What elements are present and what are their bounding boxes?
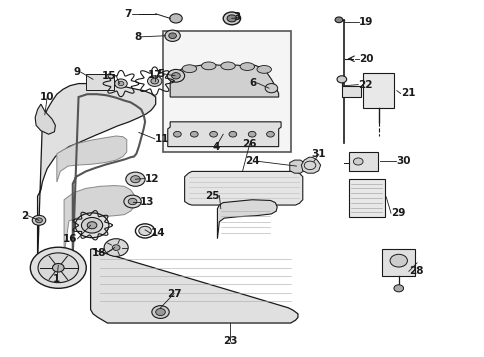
Text: 29: 29 <box>390 208 405 218</box>
Polygon shape <box>91 248 297 323</box>
Bar <box>86 74 114 90</box>
Polygon shape <box>37 84 155 265</box>
Circle shape <box>151 78 158 84</box>
Polygon shape <box>217 200 277 239</box>
Bar <box>363 73 393 108</box>
Circle shape <box>52 263 64 272</box>
Text: 31: 31 <box>311 150 325 160</box>
Circle shape <box>169 14 182 23</box>
Circle shape <box>168 33 176 39</box>
Ellipse shape <box>182 65 197 72</box>
Circle shape <box>265 84 277 93</box>
Text: 16: 16 <box>63 234 77 244</box>
Polygon shape <box>35 104 55 134</box>
Text: 18: 18 <box>92 248 106 258</box>
Circle shape <box>118 81 123 86</box>
Circle shape <box>336 76 346 83</box>
Text: 12: 12 <box>145 174 159 183</box>
Polygon shape <box>64 186 134 255</box>
Circle shape <box>115 79 127 88</box>
Circle shape <box>112 245 120 250</box>
Text: 23: 23 <box>223 336 237 346</box>
Circle shape <box>30 247 86 288</box>
Text: 19: 19 <box>359 17 373 27</box>
Ellipse shape <box>240 63 254 70</box>
Polygon shape <box>57 136 126 182</box>
Bar <box>348 152 378 171</box>
Text: 1: 1 <box>53 275 60 285</box>
Text: 14: 14 <box>151 228 165 238</box>
Text: 13: 13 <box>140 196 154 206</box>
Ellipse shape <box>201 62 215 70</box>
Circle shape <box>248 131 256 137</box>
Circle shape <box>32 215 45 225</box>
Text: 10: 10 <box>40 92 54 102</box>
Circle shape <box>87 222 97 229</box>
Polygon shape <box>170 65 278 97</box>
Text: 3: 3 <box>232 12 240 22</box>
Circle shape <box>223 12 240 25</box>
Circle shape <box>227 15 236 22</box>
Circle shape <box>389 254 407 267</box>
Bar <box>163 31 290 152</box>
Text: 22: 22 <box>358 80 372 90</box>
Text: 7: 7 <box>124 9 131 19</box>
Polygon shape <box>167 122 281 147</box>
Text: 15: 15 <box>102 71 116 81</box>
Circle shape <box>155 308 165 316</box>
Text: 20: 20 <box>359 54 373 64</box>
Circle shape <box>75 213 109 238</box>
Circle shape <box>190 131 198 137</box>
Circle shape <box>138 226 151 236</box>
Circle shape <box>266 131 274 137</box>
Circle shape <box>35 218 42 223</box>
Text: 5: 5 <box>157 69 164 79</box>
Bar <box>348 178 384 217</box>
Circle shape <box>165 30 180 41</box>
Text: 25: 25 <box>204 191 219 201</box>
Circle shape <box>38 253 78 283</box>
Circle shape <box>125 172 145 186</box>
Text: 30: 30 <box>395 156 409 166</box>
Text: 17: 17 <box>147 70 162 80</box>
Polygon shape <box>289 160 303 173</box>
Circle shape <box>128 198 136 205</box>
Text: 11: 11 <box>154 134 169 144</box>
Circle shape <box>167 69 184 82</box>
Text: 26: 26 <box>242 139 257 149</box>
Circle shape <box>228 131 236 137</box>
Bar <box>381 249 414 276</box>
Circle shape <box>123 195 141 208</box>
Text: 4: 4 <box>212 142 219 152</box>
Circle shape <box>173 131 181 137</box>
Circle shape <box>171 72 180 79</box>
Text: 21: 21 <box>400 89 414 99</box>
Text: 9: 9 <box>74 67 81 77</box>
Circle shape <box>151 306 169 318</box>
Text: 24: 24 <box>244 156 259 166</box>
Circle shape <box>393 285 403 292</box>
Circle shape <box>130 176 140 183</box>
Circle shape <box>104 239 128 256</box>
Circle shape <box>334 17 342 22</box>
Text: 27: 27 <box>166 288 181 298</box>
Circle shape <box>209 131 217 137</box>
Circle shape <box>81 217 103 233</box>
Circle shape <box>353 158 363 165</box>
Text: 2: 2 <box>21 211 28 221</box>
Text: 28: 28 <box>408 266 423 276</box>
Polygon shape <box>301 157 320 173</box>
Text: 6: 6 <box>249 78 257 88</box>
Text: 8: 8 <box>134 32 141 42</box>
Bar <box>341 86 361 97</box>
Ellipse shape <box>220 62 235 70</box>
Circle shape <box>147 76 162 86</box>
Polygon shape <box>184 171 302 205</box>
Ellipse shape <box>257 65 271 73</box>
